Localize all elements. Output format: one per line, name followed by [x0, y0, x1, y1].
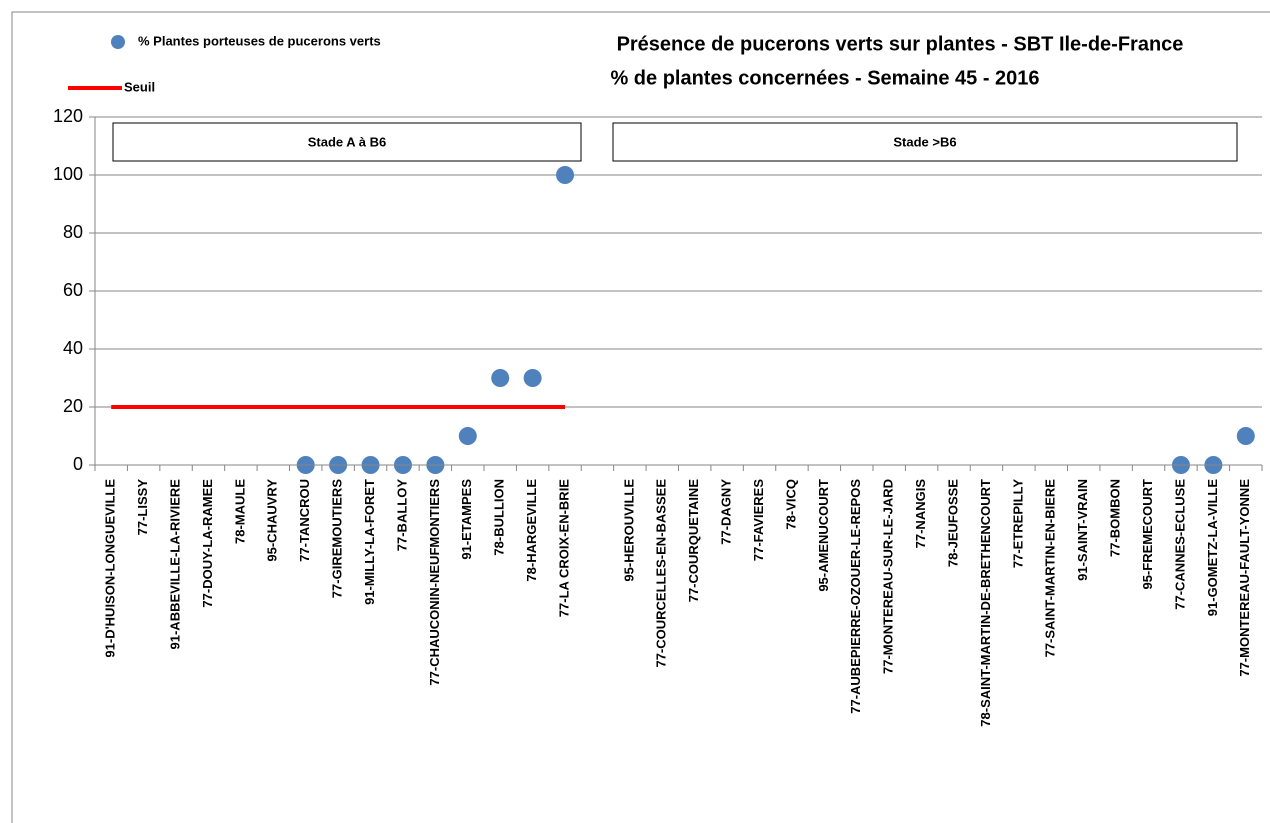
x-tick-label: 95-HEROUVILLE [621, 479, 636, 582]
x-tick-label: 95-FREMECOURT [1140, 479, 1155, 590]
x-tick-label: 77-LA CROIX-EN-BRIE [556, 479, 571, 618]
chart-subtitle: % de plantes concernées - Semaine 45 - 2… [610, 67, 1039, 89]
x-tick-label: 91-SAINT-VRAIN [1075, 479, 1090, 581]
x-tick-label: 91-GOMETZ-LA-VILLE [1205, 479, 1220, 617]
legend-marker [111, 35, 125, 49]
x-tick-label: 77-LISSY [135, 479, 150, 536]
x-tick-label: 95-AMENUCOURT [816, 479, 831, 592]
y-tick-label: 80 [63, 222, 83, 242]
x-tick-label: 78-HARGEVILLE [524, 479, 539, 582]
y-tick-label: 60 [63, 280, 83, 300]
x-tick-label: 78-MAULE [232, 479, 247, 544]
x-tick-label: 77-DAGNY [719, 479, 734, 545]
data-point [458, 427, 477, 445]
x-tick-label: 91-D'HUISON-LONGUEVILLE [103, 479, 118, 658]
stage-label: Stade >B6 [893, 134, 956, 149]
x-tick-label: 77-MONTEREAU-SUR-LE-JARD [881, 479, 896, 674]
x-tick-label: 77-ETREPILLY [1010, 479, 1025, 568]
x-tick-label: 77-CHAUCONIN-NEUFMONTIERS [427, 479, 442, 686]
x-tick-label: 77-CANNES-ECLUSE [1172, 479, 1187, 610]
y-tick-label: 0 [73, 454, 83, 474]
x-tick-label: 77-GIREMOUTIERS [330, 479, 345, 599]
data-point [523, 369, 542, 387]
x-tick-label: 77-NANGIS [913, 479, 928, 549]
x-tick-label: 91-MILLY-LA-FORET [362, 479, 377, 605]
y-tick-label: 120 [53, 106, 83, 126]
x-tick-label: 77-BOMBON [1108, 479, 1123, 557]
stage-label: Stade A à B6 [308, 134, 387, 149]
legend-label: Seuil [124, 79, 155, 94]
x-tick-label: 78-VICQ [783, 479, 798, 530]
x-tick-label: 91-ETAMPES [459, 479, 474, 560]
legend-label: % Plantes porteuses de pucerons verts [138, 33, 381, 48]
data-point [1236, 427, 1255, 445]
x-tick-label: 77-TANCROU [297, 479, 312, 562]
y-tick-label: 100 [53, 164, 83, 184]
x-tick-label: 77-FAVIERES [751, 479, 766, 561]
stage-box [112, 122, 582, 162]
y-tick-label: 20 [63, 396, 83, 416]
x-tick-label: 78-BULLION [492, 479, 507, 556]
x-tick-label: 91-ABBEVILLE-LA-RIVIERE [167, 479, 182, 650]
x-tick-label: 77-SAINT-MARTIN-EN-BIERE [1043, 479, 1058, 658]
chart-title: Présence de pucerons verts sur plantes -… [617, 33, 1184, 55]
x-tick-label: 77-BALLOY [394, 479, 409, 552]
x-tick-label: 77-AUBEPIERRE-OZOUER-LE-REPOS [848, 479, 863, 714]
x-tick-label: 78-JEUFOSSE [945, 479, 960, 567]
x-tick-label: 78-SAINT-MARTIN-DE-BRETHENCOURT [978, 479, 993, 727]
x-tick-label: 77-MONTEREAU-FAULT-YONNE [1237, 479, 1252, 677]
x-tick-label: 77-COURQUETAINE [686, 479, 701, 603]
x-tick-label: 77-COURCELLES-EN-BASSEE [654, 479, 669, 668]
chart-frame [11, 11, 1270, 823]
y-tick-label: 40 [63, 338, 83, 358]
x-tick-label: 95-CHAUVRY [265, 479, 280, 562]
data-point [491, 369, 510, 387]
data-point [556, 166, 575, 184]
x-tick-label: 77-DOUY-LA-RAMEE [200, 479, 215, 608]
stage-box [612, 122, 1238, 162]
